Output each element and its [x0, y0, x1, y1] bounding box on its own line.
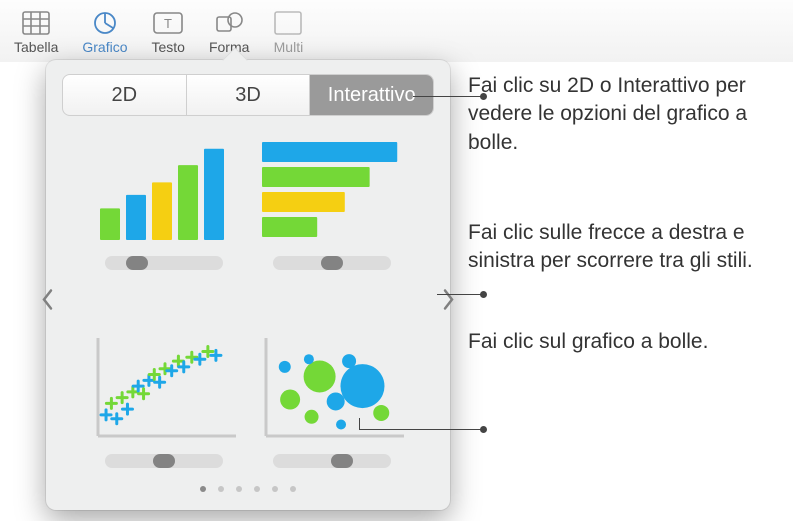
next-arrow[interactable]: [442, 288, 456, 317]
leader-line: [413, 96, 483, 97]
slider-handle[interactable]: [153, 454, 175, 468]
callouts: Fai clic su 2D o Interattivo per vedere …: [468, 72, 778, 386]
seg-2d[interactable]: 2D: [63, 75, 187, 115]
leader-line: [437, 294, 483, 295]
page-dot[interactable]: [290, 486, 296, 492]
callout-arrows: Fai clic sulle frecce a destra e sinistr…: [468, 219, 778, 276]
chart-thumb-scatter[interactable]: [90, 334, 238, 444]
chart-type-segmented: 2D 3D Interattivo: [62, 74, 434, 116]
callout-2d-interattivo: Fai clic su 2D o Interattivo per vedere …: [468, 72, 778, 157]
chart-popover: 2D 3D Interattivo: [46, 60, 450, 510]
toolbar-item-forma[interactable]: Forma: [203, 5, 255, 59]
chart-thumb-bubble[interactable]: [258, 334, 406, 444]
leader-line: [359, 429, 483, 430]
toolbar-item-testo[interactable]: T Testo: [146, 5, 191, 59]
slider-handle[interactable]: [331, 454, 353, 468]
page-dot[interactable]: [218, 486, 224, 492]
slider-vbar[interactable]: [105, 256, 223, 270]
leader-vline: [359, 418, 360, 429]
chart-thumb-hbar[interactable]: [258, 136, 406, 246]
toolbar: Tabella Grafico T Testo Forma: [0, 0, 793, 62]
leader-dot: [480, 93, 487, 100]
prev-arrow[interactable]: [40, 288, 54, 317]
table-icon: [21, 9, 51, 37]
leader-dot: [480, 291, 487, 298]
toolbar-label: Grafico: [82, 39, 127, 55]
svg-text:T: T: [164, 16, 172, 31]
slider-hbar[interactable]: [273, 256, 391, 270]
chart-thumb-vbar[interactable]: [90, 136, 238, 246]
slider-handle[interactable]: [321, 256, 343, 270]
seg-interattivo[interactable]: Interattivo: [310, 75, 433, 115]
toolbar-item-multimedia[interactable]: Multi: [267, 5, 309, 59]
chart-cell-bubble: [258, 334, 406, 468]
media-icon: [273, 9, 303, 37]
slider-scatter[interactable]: [105, 454, 223, 468]
text-icon: T: [153, 9, 183, 37]
callout-bubble: Fai clic sul grafico a bolle.: [468, 328, 778, 356]
slider-handle[interactable]: [126, 256, 148, 270]
toolbar-label: Testo: [152, 39, 185, 55]
chart-cell-vbar: [90, 136, 238, 270]
toolbar-label: Tabella: [14, 39, 58, 55]
chart-icon: [90, 9, 120, 37]
page-dot[interactable]: [254, 486, 260, 492]
chart-cell-hbar: [258, 136, 406, 270]
chart-cell-scatter: [90, 334, 238, 468]
toolbar-label: Multi: [274, 39, 304, 55]
page-dot[interactable]: [272, 486, 278, 492]
seg-3d[interactable]: 3D: [187, 75, 311, 115]
page-dot[interactable]: [236, 486, 242, 492]
page-dots[interactable]: [62, 486, 434, 492]
toolbar-item-grafico[interactable]: Grafico: [76, 5, 133, 59]
page-dot[interactable]: [200, 486, 206, 492]
chart-grid: [62, 132, 434, 472]
leader-dot: [480, 426, 487, 433]
slider-bubble[interactable]: [273, 454, 391, 468]
toolbar-item-tabella[interactable]: Tabella: [8, 5, 64, 59]
shape-icon: [214, 9, 244, 37]
